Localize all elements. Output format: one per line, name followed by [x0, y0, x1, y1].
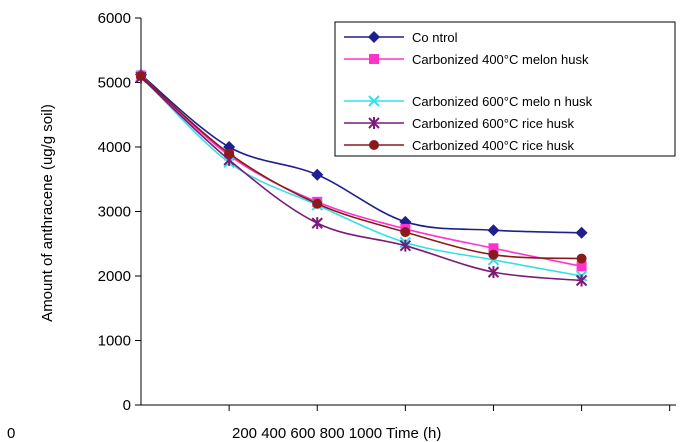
x-origin-label: 0 — [7, 425, 15, 442]
legend: Co ntrol Carbonized 400°C melon husk Carbo… — [334, 21, 676, 157]
legend-label: Carbonized 600°C melo n husk — [412, 94, 593, 109]
legend-marker — [368, 31, 380, 43]
y-ticks: 0 1000 2000 3000 4000 5000 6000 — [98, 10, 141, 414]
data-point — [575, 226, 588, 239]
x-axis-title: 200 400 600 800 1000 Time (h) — [232, 425, 441, 442]
legend-marker — [369, 140, 379, 150]
legend-marker — [369, 54, 379, 64]
x-ticks — [228, 405, 671, 411]
data-point — [400, 227, 411, 238]
plot-area: 0 1000 2000 3000 4000 5000 6000 — [98, 10, 676, 414]
legend-label: Carbonized 400°C melon husk — [412, 52, 589, 67]
data-point — [576, 253, 587, 264]
data-point — [488, 249, 499, 260]
legend-marker — [368, 117, 380, 129]
data-point — [136, 71, 146, 82]
data-point — [312, 198, 323, 209]
y-tick-label: 5000 — [98, 75, 131, 92]
legend-label: Carbonized 400°C rice husk — [412, 138, 575, 153]
data-point — [487, 266, 500, 279]
y-tick-label: 2000 — [98, 268, 131, 285]
y-tick-label: 4000 — [98, 139, 131, 156]
series-line — [140, 76, 582, 282]
data-point — [311, 168, 324, 181]
y-axis-title: Amount of anthracene (ug/g soil) — [39, 104, 56, 322]
legend-label: Co ntrol — [412, 30, 458, 45]
series-group — [136, 71, 587, 264]
y-tick-label: 6000 — [98, 10, 131, 27]
series-group — [135, 71, 588, 287]
data-point — [576, 261, 587, 272]
series-line — [140, 74, 582, 268]
data-point — [224, 148, 235, 159]
y-tick-label: 3000 — [98, 204, 131, 221]
series-line — [140, 75, 582, 277]
legend-label: Carbonized 600°C rice husk — [412, 116, 575, 131]
data-point — [488, 243, 499, 254]
series-lines — [135, 68, 588, 287]
data-point — [311, 217, 323, 230]
data-point — [487, 224, 500, 237]
legend-box — [334, 21, 676, 157]
data-point — [575, 274, 588, 287]
series-line — [140, 74, 582, 234]
data-point — [399, 239, 412, 252]
series-line — [140, 75, 582, 260]
y-tick-label: 0 — [123, 397, 131, 414]
legend-marker — [368, 95, 380, 107]
y-tick-label: 1000 — [98, 333, 131, 350]
